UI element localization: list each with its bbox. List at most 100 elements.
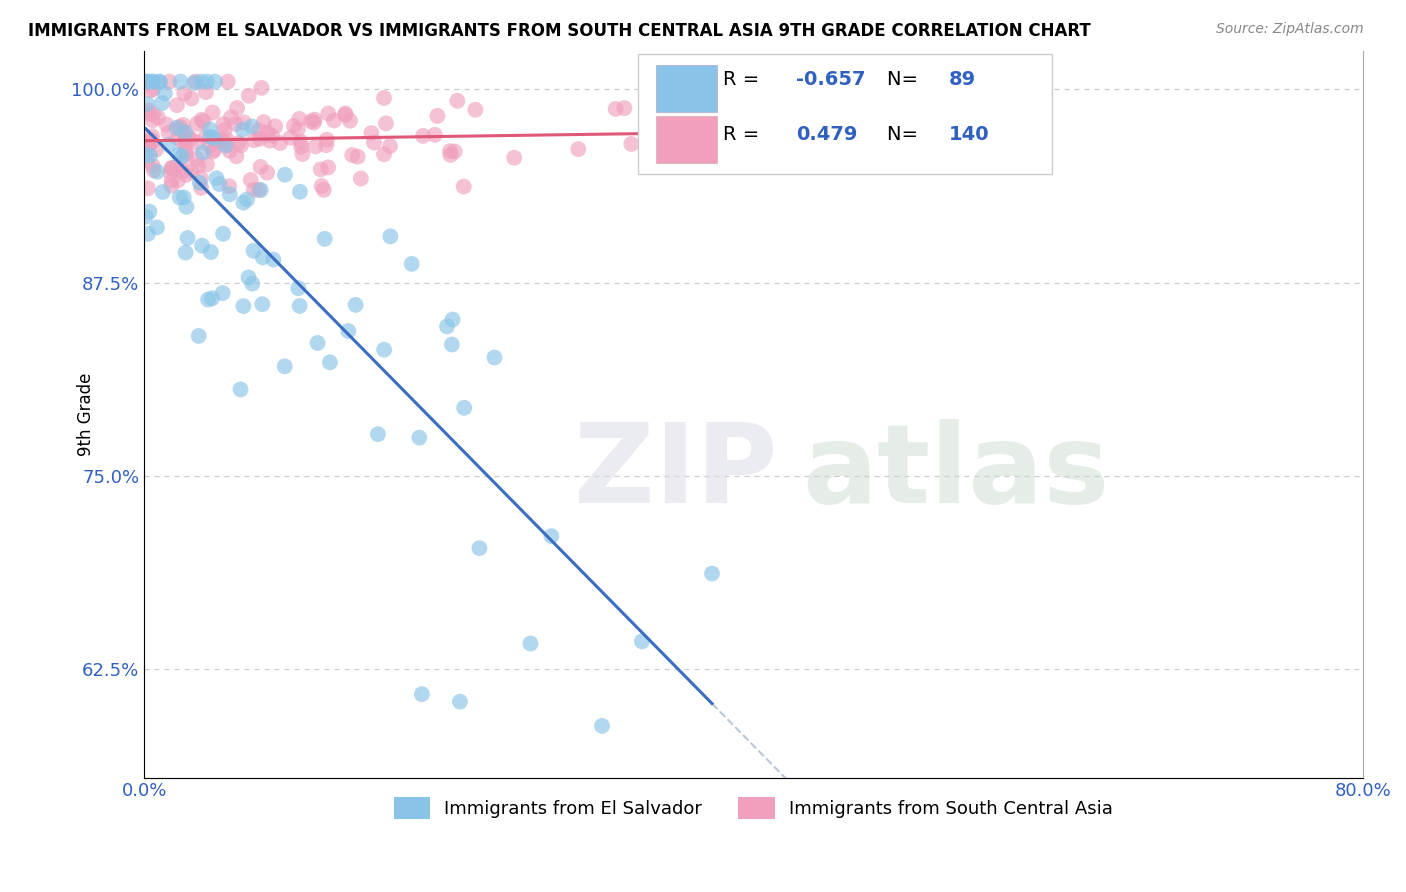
Point <box>146 111 169 125</box>
Point <box>401 257 423 271</box>
Text: 9th Grade: 9th Grade <box>77 373 96 456</box>
Point <box>157 137 180 152</box>
Point <box>411 687 433 701</box>
Point <box>228 136 250 150</box>
Text: -0.657: -0.657 <box>796 70 866 89</box>
Point <box>159 165 181 179</box>
Point <box>183 76 205 90</box>
Point <box>169 190 191 204</box>
Point <box>337 324 360 338</box>
Point <box>201 145 224 159</box>
Point <box>195 157 218 171</box>
FancyBboxPatch shape <box>655 116 717 163</box>
Point <box>408 431 430 445</box>
Point <box>264 120 287 134</box>
Point <box>200 245 222 260</box>
Point <box>631 634 654 648</box>
Point <box>243 133 266 147</box>
Point <box>250 81 273 95</box>
Point <box>174 144 197 158</box>
Point <box>299 114 322 128</box>
Point <box>186 117 208 131</box>
Point <box>138 103 160 118</box>
Point <box>224 117 246 131</box>
Point <box>290 135 312 149</box>
Point <box>174 133 197 147</box>
Point <box>160 178 183 193</box>
Point <box>215 137 238 152</box>
Point <box>155 118 177 132</box>
Point <box>167 148 190 162</box>
Point <box>172 118 194 132</box>
Point <box>256 125 278 139</box>
Point <box>204 74 226 88</box>
Point <box>136 181 159 195</box>
Point <box>252 297 274 311</box>
Point <box>202 131 225 145</box>
Point <box>314 232 336 246</box>
Point <box>180 164 202 178</box>
Point <box>335 106 357 120</box>
Point <box>176 231 198 245</box>
Point <box>157 126 180 140</box>
Point <box>240 120 263 134</box>
Point <box>145 143 167 157</box>
Point <box>142 159 165 173</box>
Point <box>360 126 382 140</box>
Point <box>141 74 163 88</box>
Point <box>195 85 218 99</box>
Point <box>150 96 173 111</box>
Point <box>139 84 162 98</box>
Point <box>166 98 188 112</box>
Point <box>180 91 202 105</box>
Text: 89: 89 <box>948 70 976 89</box>
Point <box>240 277 263 291</box>
Point <box>174 145 197 160</box>
Point <box>440 337 463 351</box>
Point <box>236 193 259 207</box>
Point <box>136 227 159 241</box>
Point <box>173 87 195 101</box>
Text: N=: N= <box>887 125 925 144</box>
Point <box>380 229 402 244</box>
Point <box>346 150 368 164</box>
Point <box>468 541 491 556</box>
Point <box>232 122 254 136</box>
Point <box>288 185 311 199</box>
Point <box>191 145 214 160</box>
Point <box>291 147 314 161</box>
Point <box>212 117 235 131</box>
Point <box>339 113 361 128</box>
Point <box>160 161 183 176</box>
Point <box>136 74 159 88</box>
Point <box>311 179 333 194</box>
Point <box>316 161 339 175</box>
Point <box>249 132 271 146</box>
Point <box>315 133 337 147</box>
Point <box>174 245 197 260</box>
Point <box>247 183 270 197</box>
Point <box>209 132 232 146</box>
Point <box>146 220 169 235</box>
Point <box>218 179 240 194</box>
Point <box>194 129 217 144</box>
Point <box>453 179 475 194</box>
Point <box>238 88 260 103</box>
Point <box>135 210 157 224</box>
Point <box>503 151 526 165</box>
Point <box>319 355 342 369</box>
Point <box>190 181 212 195</box>
Point <box>173 131 195 145</box>
Point <box>153 87 176 101</box>
Point <box>519 636 541 650</box>
Point <box>149 74 172 88</box>
Point <box>302 115 325 129</box>
Point <box>375 116 398 130</box>
Point <box>650 101 672 115</box>
Point <box>173 190 195 204</box>
Point <box>202 143 225 157</box>
Text: IMMIGRANTS FROM EL SALVADOR VS IMMIGRANTS FROM SOUTH CENTRAL ASIA 9TH GRADE CORR: IMMIGRANTS FROM EL SALVADOR VS IMMIGRANT… <box>28 22 1091 40</box>
Point <box>174 125 197 139</box>
Point <box>197 293 219 307</box>
Point <box>229 383 252 397</box>
